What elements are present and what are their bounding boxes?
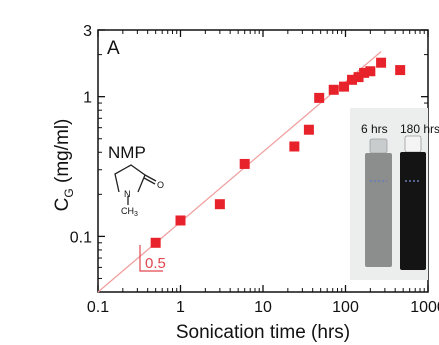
- data-point: [328, 84, 339, 95]
- vial-label-6hrs: 6 hrs: [361, 122, 388, 136]
- molecule-carbonyl-1: [144, 174, 157, 182]
- x-tick-label: 100: [332, 299, 359, 316]
- molecule-methyl-main: CH: [121, 206, 134, 216]
- vial-photo-inset: 6 hrs 180 hrs: [350, 108, 439, 280]
- molecule-carbonyl-2: [143, 177, 156, 185]
- molecule-structure: [114, 164, 157, 205]
- data-point: [303, 124, 314, 135]
- data-point: [365, 66, 376, 77]
- molecule-ring: [114, 164, 146, 193]
- data-point: [289, 141, 300, 152]
- y-tick-label: 3: [83, 23, 92, 40]
- panel-label: A: [107, 38, 120, 59]
- data-point: [395, 65, 406, 76]
- data-point: [175, 215, 186, 226]
- y-axis-label-sub: G: [62, 188, 76, 197]
- vial-6hrs-body: [365, 153, 392, 267]
- x-tick-label: 0.1: [87, 299, 109, 316]
- vial-label-180hrs: 180 hrs: [400, 122, 439, 136]
- slope-triangle-legs: [139, 245, 163, 272]
- data-points: [150, 57, 406, 248]
- slope-label: 0.5: [145, 255, 166, 272]
- nmp-molecule: NMP N O CH3: [108, 143, 164, 218]
- vial-180hrs-cap: [404, 135, 422, 153]
- molecule-label: NMP: [108, 143, 146, 162]
- data-point: [359, 67, 370, 78]
- data-point: [347, 74, 358, 85]
- vial-6hrs-cap: [369, 138, 388, 154]
- molecule-methyl-sub: 3: [134, 211, 138, 218]
- molecule-o-atom: O: [157, 180, 164, 190]
- molecule-n-atom: N: [124, 189, 131, 199]
- x-axis-label: Sonication time (hrs): [176, 322, 350, 343]
- data-point: [339, 81, 350, 92]
- slope-triangle: 0.5: [139, 245, 166, 272]
- y-axis-label: CG (mg/ml): [52, 119, 76, 212]
- y-axis-label-main: C: [52, 198, 73, 212]
- data-point: [150, 237, 161, 248]
- data-point: [239, 158, 250, 169]
- data-point: [353, 72, 364, 83]
- x-tick-label: 1: [176, 299, 185, 316]
- data-point: [214, 199, 225, 210]
- data-point: [376, 57, 387, 68]
- y-tick-label: 0.1: [70, 229, 92, 246]
- data-point: [314, 92, 325, 103]
- y-tick-label: 1: [83, 90, 92, 107]
- vial-180hrs-body: [400, 152, 426, 270]
- y-axis-label-unit: (mg/ml): [52, 119, 73, 189]
- molecule-methyl: CH3: [121, 206, 138, 218]
- x-tick-label: 10: [254, 299, 272, 316]
